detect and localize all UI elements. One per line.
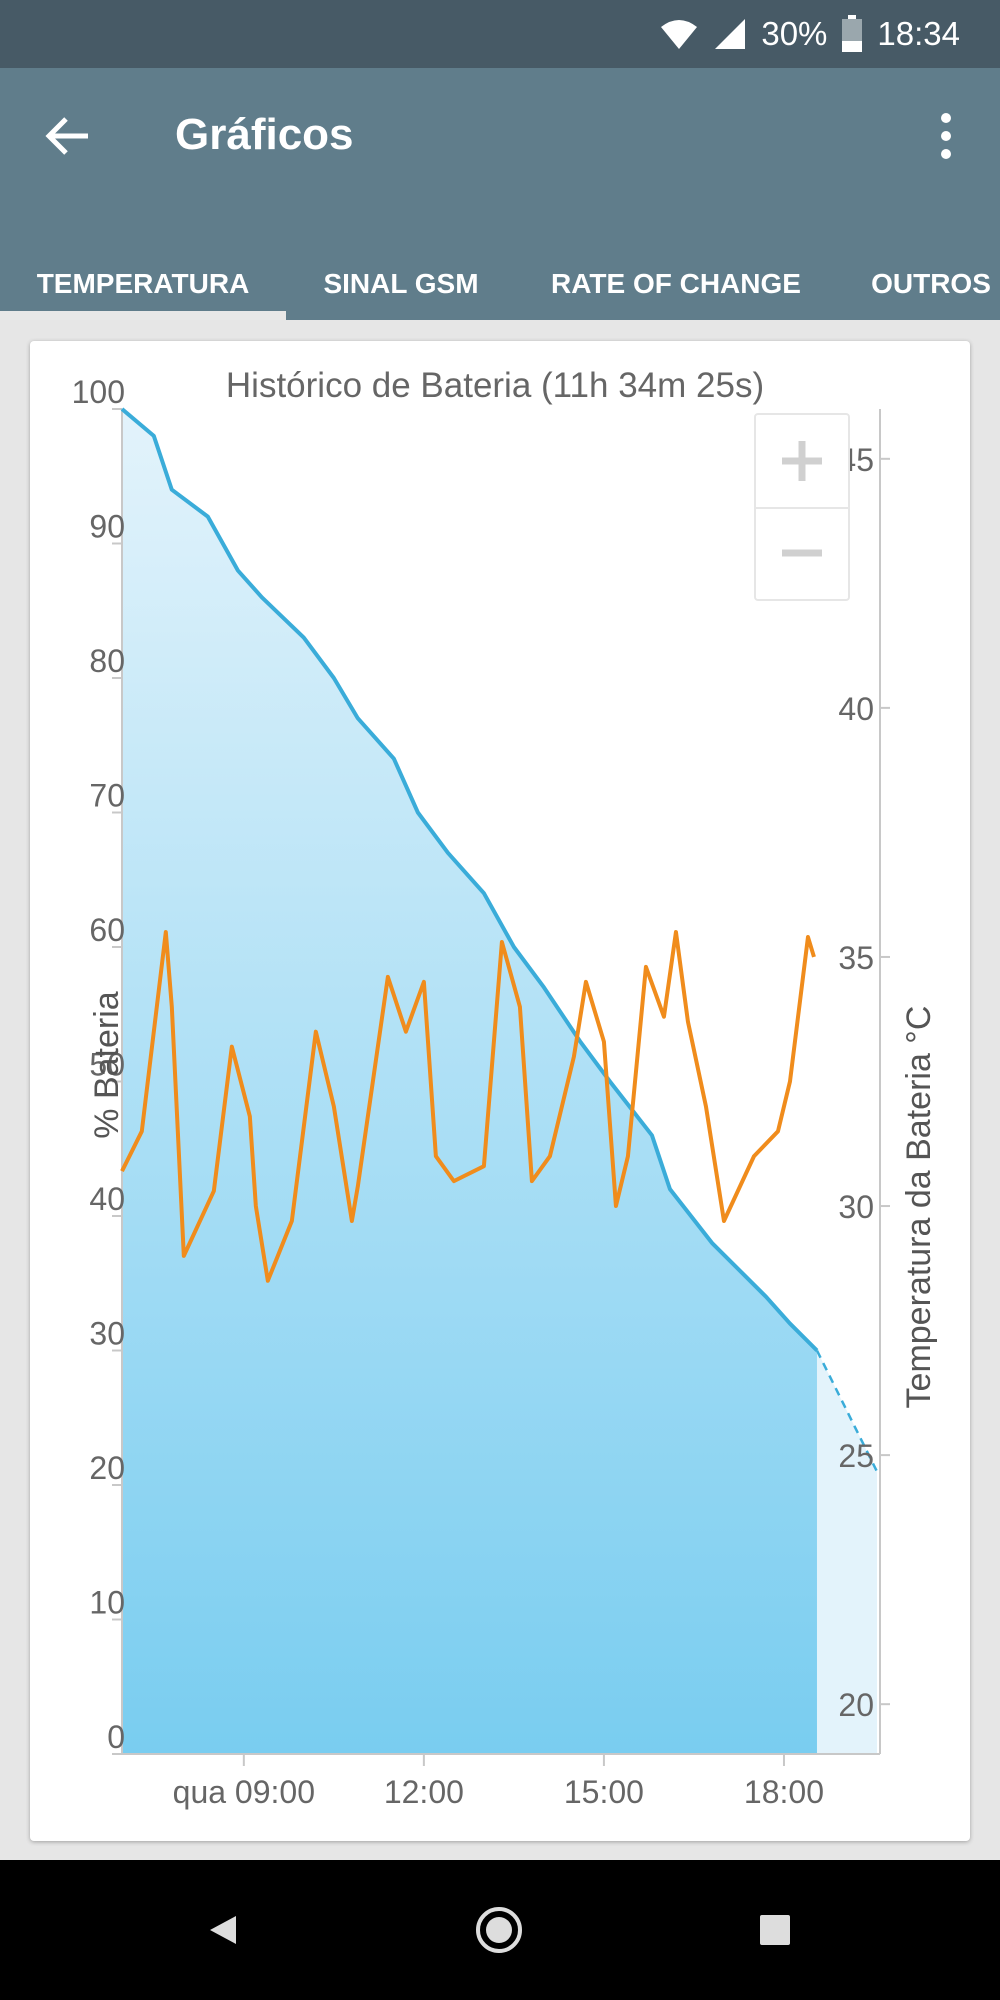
y-tick-label: 10 [89,1585,125,1621]
x-tick-label: 12:00 [384,1774,464,1810]
battery-line [120,407,819,1352]
x-tick-label: 18:00 [744,1774,824,1810]
y-tick-label: 20 [89,1450,125,1486]
wifi-icon [661,20,698,49]
y-axis-label: % Bateria [88,991,126,1138]
y2-tick-label: 25 [838,1438,874,1474]
y-tick-label: 60 [89,912,125,948]
page-title: Gráficos [175,110,354,159]
zoom-in-button[interactable] [756,415,848,509]
x-tick-label: 15:00 [564,1774,644,1810]
y-tick-label: 50 [89,1047,125,1083]
app-bar: Gráficos TEMPERATURA SINAL GSM RATE OF C… [0,68,1000,320]
tab-bar: TEMPERATURA SINAL GSM RATE OF CHANGE OUT… [0,238,1000,320]
y2-tick-label: 20 [838,1687,874,1723]
triangle-back-icon [210,1916,236,1944]
home-circle-icon [476,1907,522,1953]
y-tick-label: 100 [72,374,125,410]
y2-tick-label: 30 [838,1189,874,1225]
battery-area [122,409,817,1754]
more-vert-icon [941,113,951,159]
y-tick-label: 80 [89,643,125,679]
tab-indicator [0,311,286,320]
tab-outros[interactable]: OUTROS [871,268,991,299]
y-tick-label: 0 [107,1719,125,1755]
tab-rate-of-change[interactable]: RATE OF CHANGE [551,268,801,299]
y2-tick-label: 35 [838,940,874,976]
navigation-bar [0,1860,1000,2000]
projection-area [816,1350,877,1754]
battery-icon [842,15,863,52]
y-tick-label: 30 [89,1316,125,1352]
y2-axis-label: Temperatura da Bateria °C [900,1006,938,1409]
chart-card: 0 10 20 30 40 50 60 70 80 90 100 20 25 30 35 40 45 qua 09… [30,341,970,1841]
y-tick-label: 70 [89,778,125,814]
y2-tick-label: 40 [838,691,874,727]
minus-icon [782,549,822,557]
signal-icon [715,19,746,49]
battery-projection-line [815,1349,879,1473]
zoom-controls [754,413,850,601]
clock: 18:34 [877,15,960,52]
battery-percent: 30% [761,15,828,52]
recents-nav-button[interactable] [740,1900,810,1960]
tab-sinal-gsm[interactable]: SINAL GSM [323,268,479,299]
y-tick-label: 90 [89,509,125,545]
temperature-line [120,930,816,1283]
zoom-out-button[interactable] [756,507,848,599]
status-bar: 30% 18:34 [0,0,1000,68]
arrow-left-icon [45,117,88,155]
plus-icon [782,441,822,481]
more-options-button[interactable] [918,104,974,168]
square-recents-icon [760,1915,790,1945]
chart-title: Histórico de Bateria (11h 34m 25s) [226,366,764,405]
back-button[interactable] [36,104,100,168]
y-tick-label: 40 [89,1181,125,1217]
back-nav-button[interactable] [188,1900,258,1960]
home-nav-button[interactable] [464,1900,534,1960]
tab-temperatura[interactable]: TEMPERATURA [36,268,250,299]
x-tick-label: qua 09:00 [173,1774,315,1810]
